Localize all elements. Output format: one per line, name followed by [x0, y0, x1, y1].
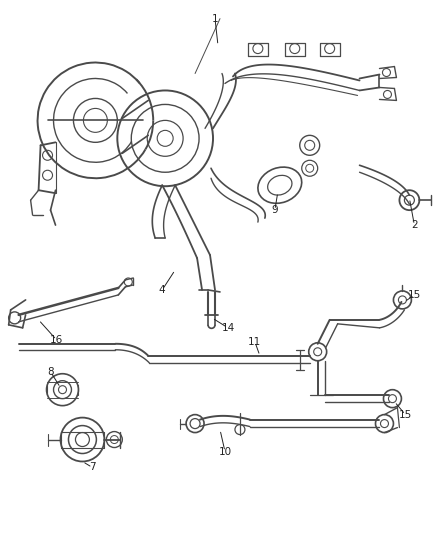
Circle shape	[393, 291, 411, 309]
Circle shape	[60, 417, 104, 462]
Text: 9: 9	[272, 205, 278, 215]
Text: 16: 16	[50, 335, 63, 345]
Text: 14: 14	[221, 323, 235, 333]
Text: 8: 8	[47, 367, 54, 377]
Text: 2: 2	[411, 220, 418, 230]
Text: 1: 1	[212, 14, 218, 23]
Text: 4: 4	[159, 285, 166, 295]
Circle shape	[186, 415, 204, 433]
Circle shape	[46, 374, 78, 406]
Text: 15: 15	[399, 410, 412, 419]
Circle shape	[309, 343, 327, 361]
Text: 11: 11	[248, 337, 261, 347]
Circle shape	[399, 190, 419, 210]
Text: 7: 7	[89, 463, 96, 472]
Text: 10: 10	[219, 447, 232, 457]
Circle shape	[235, 425, 245, 434]
Circle shape	[384, 390, 401, 408]
Circle shape	[375, 415, 393, 433]
Text: 15: 15	[408, 290, 421, 300]
Circle shape	[106, 432, 122, 448]
